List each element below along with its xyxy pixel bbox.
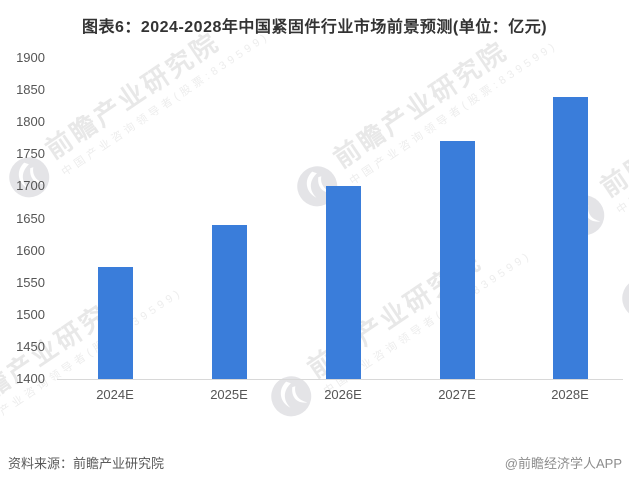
x-axis-line (57, 379, 623, 380)
y-tick-label: 1700 (16, 178, 45, 194)
qianzhan-bird-logo (621, 277, 629, 318)
bar-2024E (97, 266, 133, 379)
y-tick-label: 1550 (16, 274, 45, 290)
chart-title: 图表6：2024-2028年中国紧固件行业市场前景预测(单位：亿元) (81, 19, 548, 36)
x-category-label: 2027E (438, 387, 476, 402)
y-tick-label: 1900 (16, 50, 45, 65)
watermark-brand-text: 前瞻产业研究院 (595, 64, 629, 203)
bar-2028E (552, 96, 588, 379)
bar-2026E (325, 186, 361, 379)
y-tick-label: 1450 (16, 338, 45, 354)
bar-2025E (211, 224, 247, 379)
y-tick-label: 1650 (16, 210, 45, 226)
x-category-label: 2025E (210, 387, 248, 402)
y-tick-label: 1400 (16, 371, 45, 386)
brand-watermark: 前瞻产业研究院中国产业咨询领导者(股票:839599) (261, 221, 534, 427)
y-tick-label: 1800 (16, 114, 45, 130)
y-tick-label: 1600 (16, 242, 45, 258)
y-tick-label: 1750 (16, 146, 45, 162)
credit-note: @前瞻经济学人APP (504, 456, 622, 471)
watermark-tagline-text: 中国产业咨询领导者(股票:839599) (59, 30, 273, 179)
source-note: 资料来源：前瞻产业研究院 (8, 456, 165, 471)
watermark-tagline-text: 中国产业咨询领导者(股票:839599) (614, 68, 629, 217)
bar-2027E (439, 141, 475, 379)
y-tick-label: 1500 (16, 306, 45, 322)
x-category-label: 2026E (324, 387, 362, 402)
y-tick-label: 1850 (16, 82, 45, 98)
x-category-label: 2024E (96, 387, 134, 402)
x-category-label: 2028E (551, 387, 589, 402)
